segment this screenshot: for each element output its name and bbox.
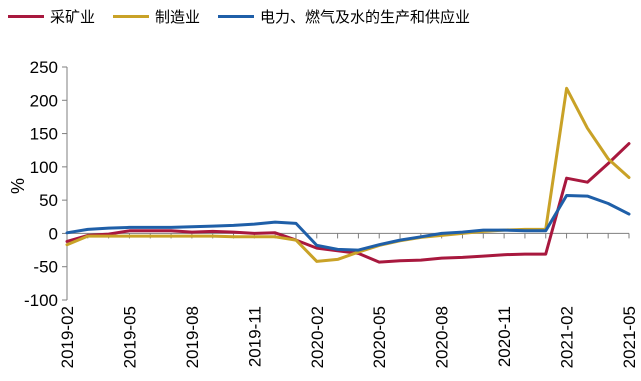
y-tick-label: -100 <box>24 291 58 310</box>
y-tick-label: 50 <box>39 191 58 210</box>
x-tick-label: 2020-05 <box>370 306 389 368</box>
y-tick-label: 200 <box>30 91 58 110</box>
legend-label-manufacturing: 制造业 <box>155 8 201 26</box>
legend-swatch-mining <box>8 15 44 18</box>
y-tick-label: -50 <box>33 258 58 277</box>
y-tick-label: 100 <box>30 158 58 177</box>
y-axis-title: % <box>8 178 28 194</box>
legend-label-utilities: 电力、燃气及水的生产和供应业 <box>260 8 471 26</box>
x-tick-label: 2020-08 <box>433 306 452 368</box>
legend-swatch-utilities <box>218 15 255 18</box>
x-tick-label: 2020-02 <box>308 306 327 368</box>
x-tick-label: 2019-11 <box>245 306 264 367</box>
x-tick-label: 2019-02 <box>58 306 77 368</box>
legend: 采矿业 制造业 电力、燃气及水的生产和供应业 <box>8 6 470 27</box>
series-line-0 <box>65 142 631 264</box>
series-line-1 <box>65 86 631 263</box>
legend-item-mining: 采矿业 <box>8 6 95 27</box>
legend-item-utilities: 电力、燃气及水的生产和供应业 <box>218 6 470 27</box>
x-tick-label: 2021-05 <box>620 306 639 368</box>
x-tick-label: 2021-02 <box>558 306 577 368</box>
legend-item-manufacturing: 制造业 <box>113 6 200 27</box>
y-tick-label: 250 <box>30 58 58 77</box>
x-tick-label: 2019-08 <box>183 306 202 368</box>
legend-swatch-manufacturing <box>113 15 150 18</box>
x-tick-label: 2020-11 <box>495 306 514 367</box>
y-tick-label: 150 <box>30 125 58 144</box>
x-tick-label: 2019-05 <box>120 306 139 368</box>
legend-label-mining: 采矿业 <box>50 8 96 26</box>
series-line-2 <box>65 194 631 252</box>
y-tick-label: 0 <box>49 224 58 243</box>
